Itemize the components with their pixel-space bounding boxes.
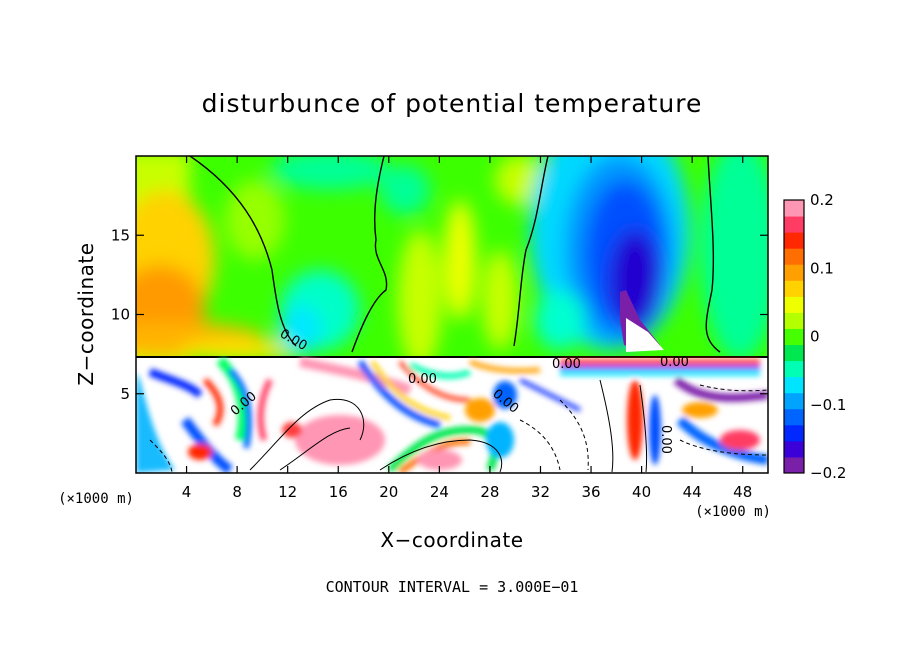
colorbar-swatch bbox=[784, 376, 804, 394]
x-unit-label-left: (×1000 m) bbox=[58, 491, 134, 507]
contour-label: 0.00 bbox=[658, 425, 673, 454]
y-axis: 5 10 15 bbox=[111, 226, 768, 403]
x-tick-label: 16 bbox=[329, 483, 348, 501]
x-tick-label: 24 bbox=[430, 483, 449, 501]
chart-title: disturbunce of potential temperature bbox=[202, 89, 703, 118]
contour-label: 0.00 bbox=[552, 357, 581, 372]
colorbar-swatch bbox=[784, 296, 804, 313]
colorbar-tick-label: 0 bbox=[810, 328, 820, 346]
colorbar-swatch bbox=[784, 392, 804, 410]
contour-label: 0.00 bbox=[408, 372, 437, 387]
x-tick-label: 28 bbox=[480, 483, 499, 501]
colorbar-swatch bbox=[784, 424, 804, 442]
x-unit-label-right: (×1000 m) bbox=[695, 504, 771, 520]
x-tick-label: 4 bbox=[182, 483, 192, 501]
x-tick-label: 32 bbox=[531, 483, 550, 501]
colorbar-swatch bbox=[784, 200, 804, 217]
x-tick-label: 8 bbox=[232, 483, 242, 501]
colorbar-tick-label: 0.2 bbox=[810, 191, 834, 209]
y-tick-label: 10 bbox=[111, 306, 130, 324]
colorbar-swatch bbox=[784, 248, 804, 265]
colorbar-tick-label: 0.1 bbox=[810, 259, 834, 277]
x-tick-label: 36 bbox=[581, 483, 600, 501]
x-tick-label: 44 bbox=[683, 483, 702, 501]
colorbar-swatch bbox=[784, 264, 804, 281]
y-tick-label: 15 bbox=[111, 226, 130, 244]
contour-label: 0.00 bbox=[660, 355, 689, 370]
colorbar-swatch bbox=[784, 232, 804, 249]
x-tick-label: 48 bbox=[733, 483, 752, 501]
colorbar-swatch bbox=[784, 344, 804, 362]
x-axis: 4 8 12 16 20 24 28 32 36 40 44 48 bbox=[182, 156, 752, 501]
colorbar-swatch bbox=[784, 456, 804, 474]
x-tick-label: 40 bbox=[632, 483, 651, 501]
colorbar: 0.2 0.1 0 −0.1 −0.2 bbox=[783, 191, 846, 482]
y-axis-label: Z−coordinate bbox=[74, 242, 98, 385]
colorbar-swatch bbox=[784, 216, 804, 233]
colorbar-swatch bbox=[784, 312, 804, 329]
colorbar-swatch bbox=[784, 408, 804, 426]
x-axis-label: X−coordinate bbox=[380, 528, 523, 552]
lower-layer-field bbox=[136, 356, 768, 473]
colorbar-tick-label: −0.2 bbox=[810, 464, 846, 482]
x-tick-label: 20 bbox=[379, 483, 398, 501]
upper-layer-field bbox=[136, 156, 768, 359]
y-tick-label: 5 bbox=[120, 385, 130, 403]
contour-interval-note: CONTOUR INTERVAL = 3.000E−01 bbox=[326, 578, 579, 596]
colorbar-frame bbox=[783, 199, 805, 474]
colorbar-swatch bbox=[784, 328, 804, 346]
colorbar-swatch bbox=[784, 280, 804, 297]
colorbar-swatch bbox=[784, 440, 804, 458]
x-tick-label: 12 bbox=[278, 483, 297, 501]
colorbar-tick-label: −0.1 bbox=[810, 396, 846, 414]
colorbar-swatch bbox=[784, 360, 804, 378]
